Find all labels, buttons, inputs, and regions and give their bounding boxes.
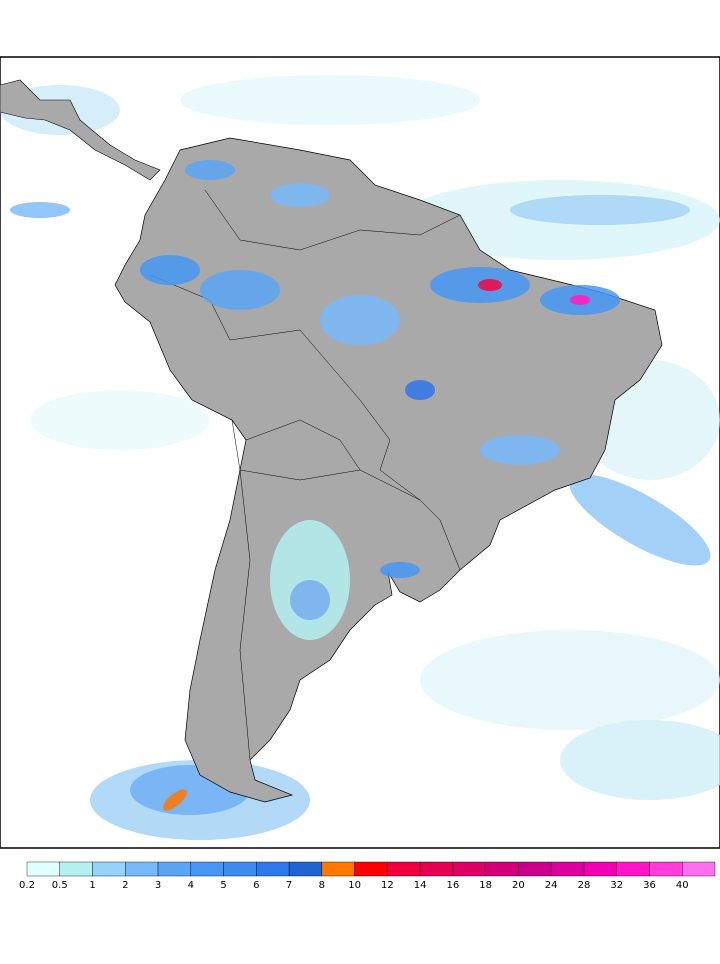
colorbar-box [649,861,683,877]
colorbar-label: 18 [479,880,492,891]
colorbar-box [485,861,519,877]
colorbar-label: 4 [188,880,194,891]
central-america [0,79,161,181]
colorbar-box [59,861,93,877]
colorbar-box [616,861,650,877]
colorbar-box [419,861,454,877]
colorbar-box [321,861,355,877]
colorbar-box [518,861,552,877]
colorbar-label: 0.5 [52,880,68,891]
colorbar-label: 10 [348,880,361,891]
colorbar-box [550,861,585,877]
colorbar-label: 12 [381,880,394,891]
colorbar-label: 5 [220,880,226,891]
colorbar-box [288,861,323,877]
colorbar-box [26,861,60,877]
colorbar-label: 36 [643,880,656,891]
colorbar-label: 28 [578,880,591,891]
colorbar-label: 24 [545,880,558,891]
country-borders [149,189,461,761]
colorbar-box [223,861,257,877]
colorbar-label: 20 [512,880,525,891]
colorbar-box [190,861,224,877]
colorbar-label: 1 [89,880,95,891]
colorbar-label: 7 [286,880,292,891]
land-precip [140,160,620,811]
colorbar-box [256,861,290,877]
colorbar-label: 14 [414,880,427,891]
colorbar-box [387,861,421,877]
colorbar-box [452,861,486,877]
colorbar-box [682,861,716,877]
colorbar-box [125,861,159,877]
colorbar-label: 32 [610,880,623,891]
colorbar-label: 6 [253,880,259,891]
colorbar-label: 40 [676,880,689,891]
colorbar-box [157,861,192,877]
colorbar-label: 3 [155,880,161,891]
colorbar-box [583,861,617,877]
colorbar-label: 2 [122,880,128,891]
colorbar-label: 8 [319,880,325,891]
colorbar-label: 16 [447,880,460,891]
colorbar-label: 0.2 [19,880,35,891]
colorbar-box [354,861,388,877]
colorbar-box [92,861,126,877]
